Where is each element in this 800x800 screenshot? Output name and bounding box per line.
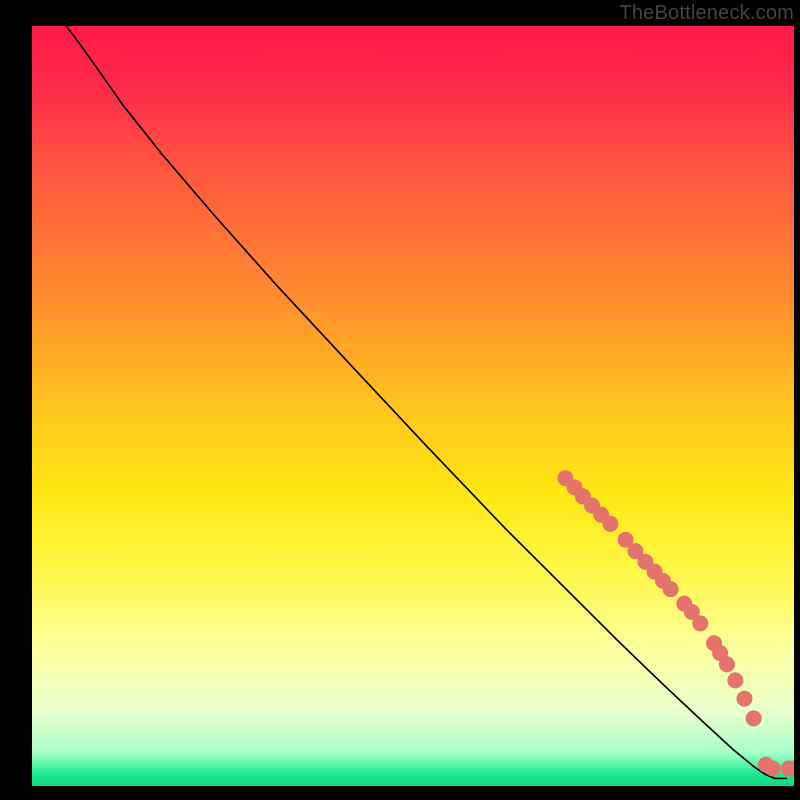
chart-marker [663,581,679,597]
chart-marker [765,761,781,777]
chart-marker [727,672,743,688]
chart-marker [746,710,762,726]
chart-svg [32,26,794,786]
chart-marker [736,691,752,707]
chart-marker [692,615,708,631]
outer-frame: TheBottleneck.com [0,0,800,800]
chart-marker [719,656,735,672]
chart-plot [32,26,794,786]
chart-background [32,26,794,786]
watermark-text: TheBottleneck.com [619,2,794,25]
chart-marker [602,516,618,532]
